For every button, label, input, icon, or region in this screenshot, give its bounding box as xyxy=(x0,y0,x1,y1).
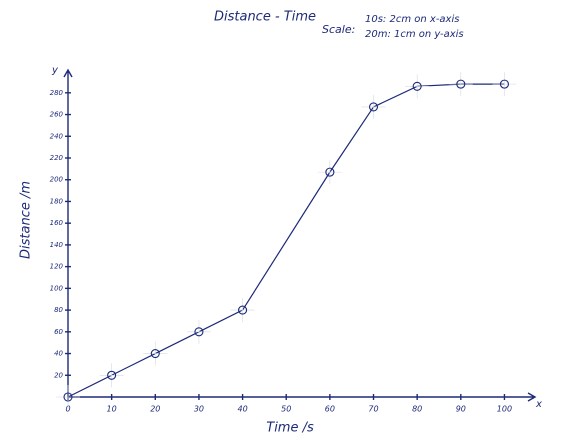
y-tick-label: 20 xyxy=(54,371,63,379)
chart-title: Distance - Time xyxy=(214,10,316,25)
scale-line: 10s: 2cm on x-axis xyxy=(365,14,459,25)
x-tick-label: 80 xyxy=(412,405,422,414)
y-axis xyxy=(63,68,73,397)
data-point xyxy=(63,392,73,402)
x-axis-letter: x xyxy=(535,399,542,410)
y-tick-label: 120 xyxy=(50,263,64,271)
x-axis xyxy=(68,392,537,402)
data-point xyxy=(325,167,335,177)
x-tick-label: 20 xyxy=(150,405,160,414)
plot-cross xyxy=(56,385,80,409)
y-tick-label: 80 xyxy=(54,306,63,314)
x-tick-label: 90 xyxy=(456,405,466,414)
data-point xyxy=(412,81,422,91)
data-point xyxy=(107,370,117,380)
y-tick-label: 100 xyxy=(50,284,64,292)
plot-cross xyxy=(448,72,473,97)
y-tick-label: 160 xyxy=(50,219,64,227)
x-tick-label: 40 xyxy=(237,405,247,414)
data-line xyxy=(67,83,505,398)
y-tick-label: 260 xyxy=(50,111,64,119)
y-tick-label: 220 xyxy=(50,154,64,162)
scale-line: 20m: 1cm on y-axis xyxy=(365,29,464,40)
plot-cross xyxy=(492,72,517,97)
plot-cross xyxy=(143,341,168,366)
y-tick-label: 280 xyxy=(50,89,64,97)
plot-cross xyxy=(99,363,124,388)
y-tick-label: 180 xyxy=(50,197,64,205)
data-point xyxy=(238,305,248,315)
x-tick-label: 60 xyxy=(325,405,335,414)
scale-label: Scale: xyxy=(322,23,355,36)
data-point xyxy=(194,327,204,337)
x-tick-label: 100 xyxy=(497,405,512,414)
x-tick-label: 10 xyxy=(107,405,117,414)
x-tick-label: 70 xyxy=(368,405,378,414)
data-point xyxy=(456,79,466,89)
plot-cross xyxy=(317,160,342,185)
plot-cross xyxy=(230,298,255,323)
plot-cross xyxy=(361,94,386,119)
y-axis-letter: y xyxy=(51,65,59,76)
data-point xyxy=(150,348,160,359)
x-tick-label: 30 xyxy=(194,405,204,414)
data-point xyxy=(499,79,509,89)
y-axis-label: Distance /m xyxy=(19,181,34,259)
x-axis-label: Time /s xyxy=(266,421,314,436)
data-point xyxy=(368,102,379,112)
x-tick-label: 50 xyxy=(281,405,291,414)
y-tick-label: 60 xyxy=(54,328,63,336)
y-tick-label: 200 xyxy=(50,176,64,184)
plot-cross xyxy=(186,319,211,344)
y-tick-label: 140 xyxy=(50,241,64,249)
y-tick-label: 240 xyxy=(50,132,64,140)
y-tick-label: 40 xyxy=(54,350,63,358)
plot-cross xyxy=(405,74,430,99)
